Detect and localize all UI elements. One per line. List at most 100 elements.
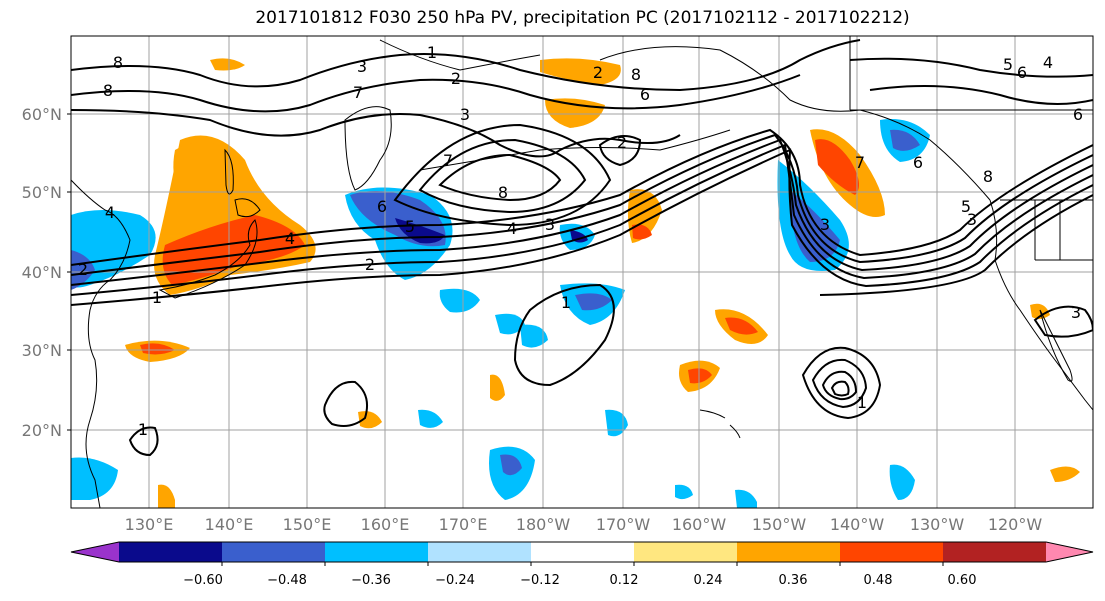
colorbar-segment [325, 542, 429, 562]
contour-label: 8 [103, 81, 113, 100]
pv-contour-main-3 [71, 138, 1093, 286]
contour-label: 6 [377, 197, 387, 216]
lat-label: 50°N [22, 183, 62, 202]
pv-contour-cutoff-3 [821, 370, 858, 401]
pos-area-south-2-core [688, 368, 712, 384]
colorbar-tick-label: 0.12 [610, 573, 639, 588]
pos-area-japan-mid [162, 215, 305, 285]
lon-label: 140°E [205, 515, 254, 534]
asia-coast [71, 179, 131, 508]
pv-contour-main-4 [71, 143, 1093, 296]
contour-label: 2 [617, 133, 627, 152]
contour-label: 3 [357, 57, 367, 76]
colorbar-segment [222, 542, 326, 562]
sakhalin [224, 148, 234, 195]
neg-area-south-3 [418, 409, 443, 428]
pos-area-sea-okhotsk-north [210, 58, 245, 71]
colorbar-tick-label: −0.48 [267, 573, 307, 588]
canada-border [849, 36, 1093, 111]
alaska [599, 46, 991, 201]
pv-contour-main-1 [71, 128, 1093, 266]
pv-contour-main-5 [71, 148, 1093, 306]
pos-area-west-2 [358, 411, 382, 429]
contour-label: 7 [443, 151, 453, 170]
lon-label: 130°W [910, 515, 965, 534]
contour-label: 3 [460, 105, 470, 124]
colorbar-tick-label: 0.48 [864, 573, 893, 588]
latitude-labels: 60°N 50°N 40°N 30°N 20°N [22, 105, 62, 440]
pv-contour-ring-sw [128, 426, 159, 457]
neg-area-central-2-core [575, 293, 612, 311]
pos-area-south-1-core [725, 317, 758, 335]
contour-label: 4 [105, 203, 115, 222]
lon-label: 160°E [361, 515, 410, 534]
contour-label: 7 [353, 83, 363, 102]
contour-label: 8 [983, 167, 993, 186]
neg-area-south-4 [889, 464, 915, 500]
pv-contour-cutoff-2 [811, 358, 868, 409]
pos-area-midpac-core [632, 224, 652, 240]
pv-contour-ridge-1 [438, 153, 562, 202]
lat-label: 30°N [22, 341, 62, 360]
contour-label: 6 [1017, 63, 1027, 82]
pos-area-west-4 [158, 484, 175, 508]
pv-contour-east-low [1033, 305, 1093, 338]
colorbar-segment [119, 542, 223, 562]
lon-label: 170°E [439, 515, 488, 534]
contour-label: 2 [365, 255, 375, 274]
plot-area: 8 8 1 2 3 7 3 2 8 6 4 7 4 6 5 3 2 1 4 3 … [71, 36, 1093, 508]
contour-label: 2 [593, 63, 603, 82]
us-states [1000, 199, 1093, 261]
colorbar-segment [737, 542, 841, 562]
lon-label: 120°W [988, 515, 1043, 534]
contour-label: 8 [113, 53, 123, 72]
lat-label: 60°N [22, 105, 62, 124]
contour-labels: 8 8 1 2 3 7 3 2 8 6 4 7 4 6 5 3 2 1 4 3 … [78, 43, 1083, 439]
hawaii [699, 409, 741, 439]
lat-label: 40°N [22, 263, 62, 282]
contour-label: 3 [820, 215, 830, 234]
pos-area-west-3 [490, 374, 505, 401]
colorbar-segment [428, 542, 532, 562]
colorbar-tick-label: 0.36 [779, 573, 808, 588]
pv-contour-ridge-2 [418, 138, 587, 214]
contour-label: 2 [451, 69, 461, 88]
contour-label: 4 [507, 219, 517, 238]
contour-label: 1 [857, 393, 867, 412]
lon-label: 150°E [283, 515, 332, 534]
graticule [71, 36, 1093, 508]
pv-contours [71, 39, 1093, 457]
pv-contour-low-1 [513, 283, 615, 387]
colorbar-outline [70, 541, 1094, 563]
kamchatka [344, 106, 392, 191]
baja [1039, 309, 1073, 382]
contour-label: 3 [1071, 303, 1081, 322]
pv-contour-north-2 [71, 74, 801, 113]
neg-area-alaska-coast-core [890, 129, 920, 151]
colorbar-tick-label: −0.12 [520, 573, 560, 588]
bering-coast [379, 39, 541, 71]
contour-label: 3 [545, 215, 555, 234]
colorbar-segment [531, 542, 635, 562]
lon-label: 160°W [672, 515, 727, 534]
pos-area-japan-outer [173, 142, 232, 200]
colorbar-tick-label: −0.60 [183, 573, 223, 588]
contour-label: 5 [405, 217, 415, 236]
lon-label: 130°E [125, 515, 174, 534]
contour-label: 5 [961, 197, 971, 216]
colorbar-extend-min [71, 542, 119, 562]
colorbar-segment [634, 542, 738, 562]
pos-area-east-1 [1050, 466, 1080, 482]
lat-label: 20°N [22, 421, 62, 440]
contour-label: 8 [498, 183, 508, 202]
lon-label: 140°W [830, 515, 885, 534]
colorbar-segment [943, 542, 1047, 562]
contour-label: 4 [1043, 53, 1053, 72]
lon-label: 180°W [516, 515, 571, 534]
contour-label: 4 [285, 229, 295, 248]
neg-area-south-5 [735, 489, 757, 508]
pv-contour-cutoff-4 [830, 380, 850, 397]
tick-marks [67, 113, 71, 431]
pos-area-bering [540, 58, 621, 85]
